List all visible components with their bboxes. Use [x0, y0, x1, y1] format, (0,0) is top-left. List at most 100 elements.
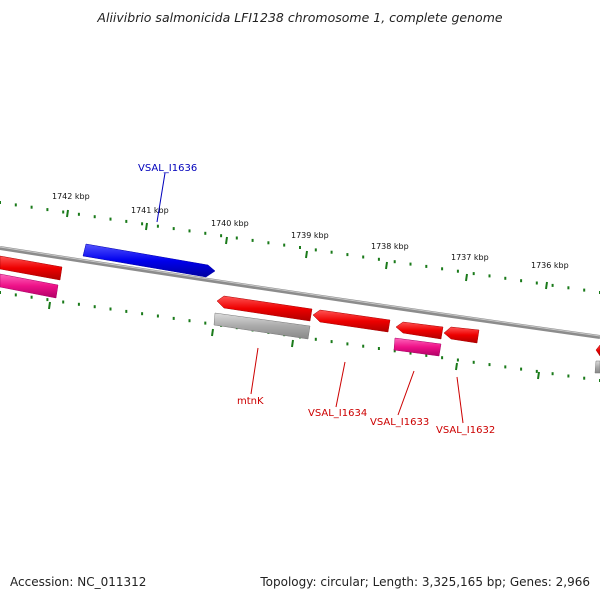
- major-tick: [545, 281, 548, 290]
- tick-label-1739: 1739 kbp: [291, 231, 329, 240]
- inner-ruler-dot: [488, 363, 491, 367]
- inner-major-tick: [48, 301, 51, 310]
- leader-vsal-i1636: [156, 172, 166, 223]
- outer-ruler-dot: [46, 208, 49, 212]
- major-tick: [225, 236, 228, 245]
- inner-ruler-dot: [46, 298, 49, 302]
- chromosome-backbone-highlight: [0, 246, 600, 337]
- tick-label-1736: 1736 kbp: [531, 261, 569, 270]
- inner-ruler-dot: [188, 319, 191, 323]
- inner-ruler-dot: [125, 309, 128, 313]
- outer-ruler-dot: [551, 283, 554, 287]
- chromosome-backbone: [0, 246, 600, 339]
- tick-label-1738: 1738 kbp: [371, 242, 409, 251]
- outer-ruler-dot: [377, 257, 380, 261]
- inner-ruler-dot: [456, 358, 459, 362]
- gene-pink-rna[interactable]: [393, 337, 442, 357]
- outer-ruler-dot: [235, 236, 238, 240]
- gene-right-gray[interactable]: [594, 360, 600, 374]
- inner-ruler-dot: [172, 316, 175, 320]
- outer-ruler-dot: [251, 238, 254, 242]
- inner-major-tick: [291, 339, 294, 348]
- inner-ruler-dot: [393, 349, 396, 353]
- label-vsal-i1633[interactable]: VSAL_I1633: [370, 417, 429, 428]
- gene-left-pink[interactable]: [0, 273, 59, 299]
- inner-ruler-dot: [377, 347, 380, 350]
- inner-ruler-dot: [77, 302, 80, 306]
- inner-ruler-dot: [520, 367, 523, 371]
- label-vsal-i1632[interactable]: VSAL_I1632: [436, 425, 495, 436]
- outer-ruler-dot: [299, 246, 301, 249]
- outer-ruler-dot: [504, 276, 507, 280]
- major-tick: [305, 250, 308, 259]
- outer-ruler-dot: [583, 288, 586, 292]
- map-title: Aliivibrio salmonicida LFI1238 chromosom…: [97, 10, 503, 25]
- gene-left-red[interactable]: [0, 255, 63, 281]
- outer-ruler-dot: [362, 255, 365, 259]
- gene-vsal-i1633[interactable]: [395, 321, 444, 340]
- inner-ruler-dot: [583, 376, 586, 380]
- topology-summary-text: Topology: circular; Length: 3,325,165 bp…: [260, 575, 590, 589]
- major-tick: [385, 261, 388, 270]
- inner-ruler-dot: [93, 305, 96, 309]
- outer-ruler-dot: [330, 250, 333, 254]
- inner-ruler-dot: [30, 295, 33, 299]
- outer-ruler-dot: [520, 279, 523, 283]
- outer-ruler-dot: [204, 231, 207, 235]
- outer-ruler-dot: [283, 243, 286, 247]
- outer-ruler-dot: [567, 286, 570, 290]
- leader-vsal-i1633: [397, 370, 415, 416]
- inner-ruler-dot: [551, 372, 554, 376]
- inner-ruler-dot: [109, 307, 112, 311]
- outer-ruler-dots: [0, 201, 600, 294]
- major-tick: [145, 222, 148, 231]
- inner-ruler-dot: [141, 312, 144, 316]
- leader-mtnk: [250, 347, 259, 395]
- gene-vsal-i1636[interactable]: [82, 243, 216, 278]
- outer-ruler-dot: [488, 274, 491, 278]
- outer-ruler-dot: [393, 260, 396, 264]
- tick-label-1740: 1740 kbp: [211, 219, 249, 228]
- inner-ruler-dot: [567, 374, 570, 378]
- inner-ruler-dot: [0, 291, 1, 294]
- leader-vsal-i1632: [456, 376, 464, 424]
- gene-vsal-i1632[interactable]: [443, 326, 480, 344]
- inner-ruler-dot: [314, 337, 317, 341]
- gene-mtnk[interactable]: [216, 295, 313, 322]
- inner-ruler-dot: [409, 351, 412, 355]
- label-vsal-i1636[interactable]: VSAL_I1636: [138, 163, 197, 174]
- outer-ruler-dot: [30, 205, 33, 209]
- outer-ruler-dot: [0, 201, 1, 204]
- outer-ruler-dot: [141, 222, 144, 226]
- inner-ruler-dot: [330, 340, 333, 344]
- inner-ruler-dot: [472, 360, 475, 364]
- label-vsal-i1634[interactable]: VSAL_I1634: [308, 408, 367, 419]
- major-tick: [465, 273, 468, 282]
- outer-ruler-dot: [172, 227, 175, 231]
- major-tick: [66, 209, 69, 218]
- gene-vsal-i1634[interactable]: [312, 309, 391, 333]
- gene-right-clipped[interactable]: [595, 344, 600, 357]
- inner-ruler-dot: [14, 293, 17, 297]
- outer-ruler-dot: [188, 229, 191, 233]
- accession-text: Accession: NC_011312: [10, 575, 147, 589]
- leader-vsal-i1634: [335, 361, 346, 408]
- inner-ruler-dot: [156, 314, 159, 318]
- outer-ruler-dot: [472, 272, 475, 276]
- inner-ruler-dot: [535, 369, 538, 373]
- inner-major-tick: [211, 328, 214, 337]
- label-mtnk[interactable]: mtnK: [237, 396, 264, 407]
- gene-gray-pseudo[interactable]: [213, 312, 311, 340]
- outer-ruler-dot: [441, 267, 444, 271]
- outer-ruler-dot: [93, 215, 96, 219]
- inner-major-ticks: [48, 301, 540, 380]
- inner-ruler-dot: [62, 300, 65, 304]
- inner-ruler-dot: [362, 344, 365, 348]
- outer-ruler-dot: [62, 210, 65, 214]
- tick-label-1741: 1741 kbp: [131, 206, 169, 215]
- major-ticks: [66, 209, 548, 290]
- tick-label-1742: 1742 kbp: [52, 192, 90, 201]
- inner-ruler-dot: [204, 321, 207, 325]
- outer-ruler-dot: [125, 219, 128, 223]
